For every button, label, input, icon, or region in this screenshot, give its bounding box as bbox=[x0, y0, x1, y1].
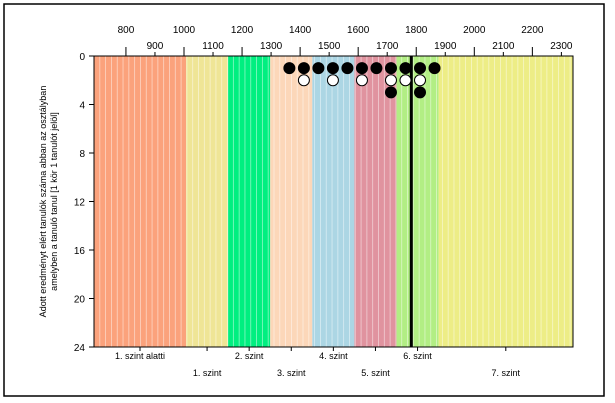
x-tick-label: 2000 bbox=[463, 25, 486, 36]
x-tick-label: 900 bbox=[147, 41, 164, 52]
student-point-filled bbox=[414, 62, 427, 75]
grid-layer bbox=[99, 56, 571, 347]
band-labels-layer: 1. szint alatti 1. szint 2. szint 3. szint 4… bbox=[115, 347, 521, 378]
x-tick-label: 2200 bbox=[521, 25, 544, 36]
x-tick-label: 800 bbox=[118, 25, 135, 36]
band-label: 1. szint bbox=[193, 368, 222, 378]
band-label: 1. szint alatti bbox=[115, 351, 165, 361]
student-point-filled bbox=[341, 62, 354, 75]
y-tick-label: 16 bbox=[74, 246, 86, 257]
student-point-filled bbox=[414, 86, 427, 99]
y-axis-label: Adott eredményt elért tanulók száma abba… bbox=[38, 86, 59, 318]
y-tick-label: 12 bbox=[74, 198, 86, 209]
student-point-filled bbox=[370, 62, 383, 75]
student-point-hollow bbox=[326, 74, 339, 87]
band-7 bbox=[396, 56, 439, 347]
student-point-hollow bbox=[297, 74, 310, 87]
student-point-filled bbox=[399, 62, 412, 75]
x-tick-label: 1900 bbox=[434, 41, 457, 52]
band-label: 4. szint bbox=[319, 351, 348, 361]
x-tick-label: 1300 bbox=[260, 41, 283, 52]
y-tick-label: 20 bbox=[74, 295, 86, 306]
band-label: 5. szint bbox=[361, 368, 390, 378]
band-label: 3. szint bbox=[277, 368, 306, 378]
x-tick-label: 1600 bbox=[347, 25, 370, 36]
x-tick-label: 2100 bbox=[492, 41, 515, 52]
y-tick-label: 4 bbox=[79, 101, 85, 112]
x-tick-label: 1500 bbox=[318, 41, 341, 52]
student-point-filled bbox=[297, 62, 310, 75]
x-tick-label: 1000 bbox=[173, 25, 196, 36]
student-point-filled bbox=[384, 62, 397, 75]
x-tick-label: 2300 bbox=[550, 41, 573, 52]
band-label: 7. szint bbox=[492, 368, 521, 378]
student-point-filled bbox=[312, 62, 325, 75]
x-ticks-layer: 800 1000 1200 1400 1600 1800 2000 2200 900 1100 13… bbox=[118, 25, 573, 56]
band-label: 6. szint bbox=[403, 351, 432, 361]
band-3 bbox=[228, 56, 271, 347]
y-ticks-layer: 0 4 8 12 16 20 24 bbox=[74, 52, 94, 354]
student-point-hollow bbox=[399, 74, 412, 87]
x-tick-label: 1100 bbox=[202, 41, 224, 52]
student-point-hollow bbox=[414, 74, 427, 87]
student-point-filled bbox=[355, 62, 368, 75]
band-8 bbox=[438, 56, 573, 347]
y-tick-label: 0 bbox=[79, 52, 85, 63]
student-point-hollow bbox=[384, 74, 397, 87]
band-1 bbox=[94, 56, 187, 347]
student-point-filled bbox=[283, 62, 296, 75]
student-point-filled bbox=[326, 62, 339, 75]
band-5 bbox=[312, 56, 355, 347]
band-label: 2. szint bbox=[235, 351, 264, 361]
student-point-filled bbox=[384, 86, 397, 99]
y-axis-label-line-2: amelyben a tanuló tanul [1 kör 1 tanulót… bbox=[49, 112, 59, 291]
x-tick-label: 1400 bbox=[289, 25, 312, 36]
bands-layer bbox=[94, 56, 573, 347]
y-tick-label: 8 bbox=[79, 149, 85, 160]
x-tick-label: 1200 bbox=[231, 25, 254, 36]
student-point-hollow bbox=[355, 74, 368, 87]
y-tick-label: 24 bbox=[74, 343, 86, 354]
y-axis-label-line-1: Adott eredményt elért tanulók száma abba… bbox=[38, 86, 48, 318]
x-tick-label: 1800 bbox=[405, 25, 428, 36]
student-point-filled bbox=[428, 62, 441, 75]
x-tick-label: 1700 bbox=[376, 41, 399, 52]
points-layer bbox=[283, 62, 441, 99]
